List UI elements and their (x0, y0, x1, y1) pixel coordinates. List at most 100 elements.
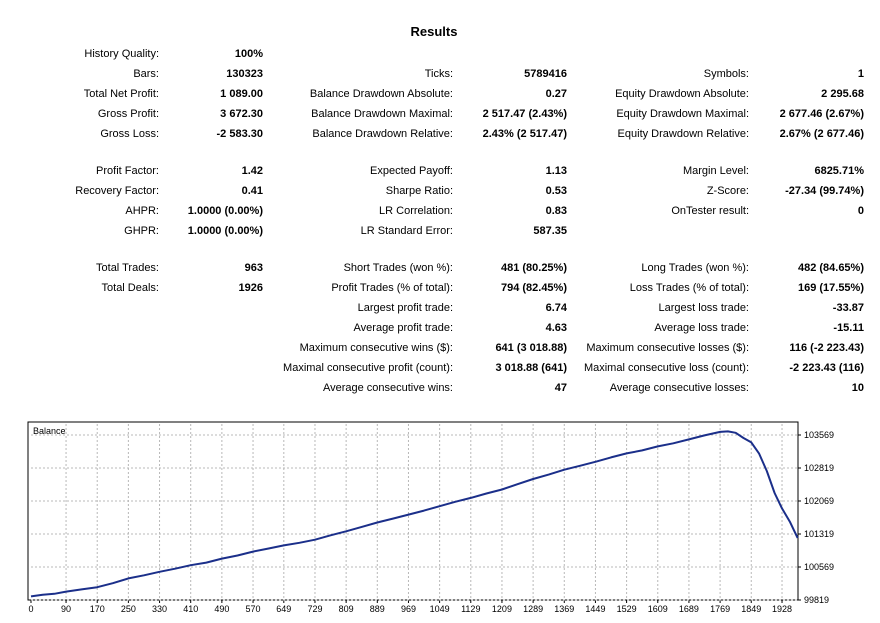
stat-label: Average consecutive losses: (609, 382, 749, 394)
stat-value: 0.41 (241, 185, 263, 197)
stat-value: 2 517.47 (2.43%) (482, 108, 567, 120)
stat-label: LR Standard Error: (360, 225, 453, 237)
y-tick-label: 103569 (804, 430, 834, 440)
y-tick-label: 102069 (804, 496, 834, 506)
stat-value: 1.0000 (0.00%) (187, 225, 263, 237)
x-tick-label: 1449 (585, 604, 605, 614)
stat-label: Sharpe Ratio: (385, 185, 453, 197)
y-tick-label: 99819 (804, 595, 829, 605)
stat-label: Symbols: (703, 68, 749, 80)
stat-value: 10 (851, 382, 864, 394)
stat-label: Maximal consecutive loss (count): (583, 362, 749, 374)
stat-label: Total Trades: (96, 262, 159, 274)
x-tick-label: 969 (401, 604, 416, 614)
x-tick-label: 649 (276, 604, 291, 614)
x-tick-label: 250 (121, 604, 136, 614)
stat-value: 6.74 (545, 302, 567, 314)
stat-value: 2.67% (2 677.46) (779, 128, 864, 140)
stat-value: 6825.71% (814, 165, 864, 177)
x-tick-label: 1209 (492, 604, 512, 614)
stat-label: AHPR: (125, 205, 159, 217)
stat-label: Balance Drawdown Relative: (312, 128, 453, 140)
stat-value: 641 (3 018.88) (495, 342, 567, 354)
stat-label: Profit Factor: (96, 165, 159, 177)
y-tick-label: 101319 (804, 529, 834, 539)
stats-table: History Quality: 100% Bars: 130323 Ticks: 578… (75, 48, 864, 394)
x-tick-label: 1849 (741, 604, 761, 614)
stat-label: Gross Loss: (100, 128, 159, 140)
report-title: Results (410, 24, 458, 39)
stat-value: 0 (857, 205, 864, 217)
stat-value: 2.43% (2 517.47) (482, 128, 567, 140)
stat-value: 1.13 (545, 165, 567, 177)
stat-label: Largest profit trade: (357, 302, 453, 314)
x-tick-label: 490 (214, 604, 229, 614)
stat-value: 1 089.00 (220, 88, 263, 100)
stat-value: 47 (554, 382, 567, 394)
stat-value: 4.63 (545, 322, 567, 334)
stat-label: OnTester result: (671, 205, 749, 217)
x-tick-label: 1129 (461, 604, 480, 614)
x-tick-label: 889 (370, 604, 385, 614)
stat-label: Total Deals: (101, 282, 159, 294)
stat-label: Largest loss trade: (658, 302, 750, 314)
stat-value: -33.87 (832, 302, 864, 314)
x-tick-label: 170 (90, 604, 105, 614)
stat-value: 1 (857, 68, 864, 80)
stat-label: Total Net Profit: (83, 88, 159, 100)
stat-value: 169 (17.55%) (797, 282, 864, 294)
stat-label: Recovery Factor: (75, 185, 159, 197)
stat-label: Margin Level: (682, 165, 749, 177)
x-tick-label: 330 (152, 604, 167, 614)
balance-series-line (30, 430, 799, 598)
stat-value: 963 (244, 262, 263, 274)
stat-value: 794 (82.45%) (500, 282, 567, 294)
x-tick-label: 1369 (554, 604, 574, 614)
x-tick-label: 1689 (679, 604, 699, 614)
stat-label: Equity Drawdown Relative: (617, 128, 749, 140)
stat-label: Maximal consecutive profit (count): (283, 362, 453, 374)
stat-label: Z-Score: (706, 185, 749, 197)
stat-label: Profit Trades (% of total): (331, 282, 453, 294)
stat-value: 0.53 (545, 185, 567, 197)
stat-label: Gross Profit: (97, 108, 159, 120)
stat-label: Ticks: (424, 68, 453, 80)
stat-value: 1.42 (241, 165, 263, 177)
x-tick-label: 1609 (648, 604, 668, 614)
stat-value: -15.11 (833, 322, 864, 334)
x-tick-label: 1289 (523, 604, 543, 614)
stat-value: -2 223.43 (116) (789, 362, 864, 374)
x-tick-label: 90 (61, 604, 71, 614)
stat-value: 0.27 (545, 88, 567, 100)
stat-label: Equity Drawdown Maximal: (616, 108, 749, 120)
y-tick-label: 100569 (804, 562, 834, 572)
stat-label: Average loss trade: (654, 322, 749, 334)
y-tick-label: 102819 (804, 463, 834, 473)
stat-value: -2 583.30 (216, 128, 263, 140)
x-tick-label: 809 (339, 604, 354, 614)
stat-label: Long Trades (won %): (641, 262, 749, 274)
stat-label: LR Correlation: (379, 205, 453, 217)
x-tick-label: 1529 (617, 604, 637, 614)
stat-label: Expected Payoff: (370, 165, 453, 177)
x-tick-label: 1049 (430, 604, 450, 614)
stat-value: 3 672.30 (220, 108, 263, 120)
plot-frame (27, 421, 799, 601)
stat-value: 1926 (238, 282, 263, 294)
stat-label: Bars: (133, 68, 159, 80)
stat-label: Maximum consecutive wins ($): (299, 342, 453, 354)
stat-label: Average profit trade: (353, 322, 453, 334)
stat-label: GHPR: (124, 225, 159, 237)
stat-label: Short Trades (won %): (343, 262, 453, 274)
x-tick-label: 0 (28, 604, 33, 614)
stat-label: Maximum consecutive losses ($): (586, 342, 749, 354)
stat-value: 0.83 (545, 205, 567, 217)
stat-value: 481 (80.25%) (500, 262, 567, 274)
chart-title: Balance (33, 426, 66, 436)
stat-value: 116 (-2 223.43) (789, 342, 864, 354)
stat-value: 587.35 (533, 225, 567, 237)
stat-value: 5789416 (524, 68, 567, 80)
stat-value: 482 (84.65%) (797, 262, 864, 274)
stat-value: 2 677.46 (2.67%) (779, 108, 864, 120)
stat-label: Loss Trades (% of total): (629, 282, 749, 294)
